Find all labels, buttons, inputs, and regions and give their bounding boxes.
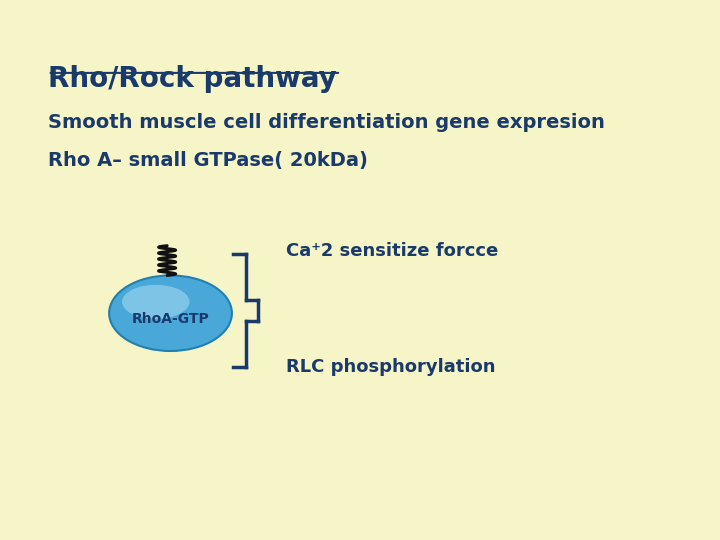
Text: Rho A– small GTPase( 20kDa): Rho A– small GTPase( 20kDa): [48, 151, 368, 170]
Text: RhoA-GTP: RhoA-GTP: [132, 312, 210, 326]
Ellipse shape: [109, 275, 232, 351]
Text: Ca⁺2 sensitize forcce: Ca⁺2 sensitize forcce: [287, 242, 499, 260]
Text: RLC phosphorylation: RLC phosphorylation: [287, 358, 496, 376]
Text: Smooth muscle cell differentiation gene expresion: Smooth muscle cell differentiation gene …: [48, 113, 605, 132]
Ellipse shape: [122, 285, 189, 319]
Text: Rho/Rock pathway: Rho/Rock pathway: [48, 65, 336, 93]
